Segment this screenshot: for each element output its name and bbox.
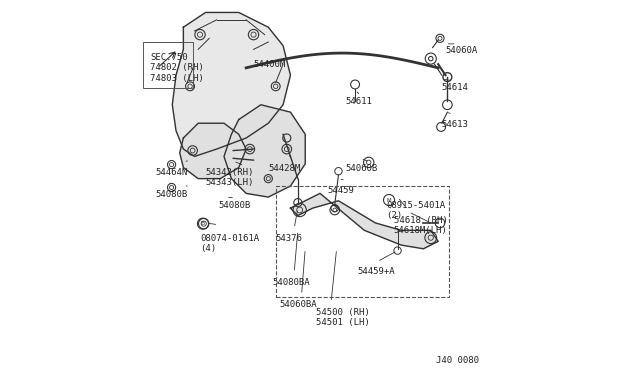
Text: 54376: 54376 [276,234,303,243]
Text: 08074-0161A
(4): 08074-0161A (4) [200,234,259,253]
Text: 54611: 54611 [346,97,372,106]
Polygon shape [291,193,438,249]
Text: 54500 (RH)
54501 (LH): 54500 (RH) 54501 (LH) [316,308,370,327]
Text: 54464N: 54464N [156,167,188,177]
Text: 54080B: 54080B [156,190,188,199]
Text: 54459: 54459 [328,186,355,195]
Text: SEC.750
74802 (RH)
74803 (LH): SEC.750 74802 (RH) 74803 (LH) [150,53,204,83]
Text: 54618 (RH)
54618M(LH): 54618 (RH) 54618M(LH) [394,215,447,235]
Text: 54613: 54613 [442,119,468,129]
Text: B: B [201,221,205,226]
Polygon shape [224,105,305,197]
Text: 54060BA: 54060BA [280,301,317,310]
Text: 54459+A: 54459+A [357,267,394,276]
Text: 54400M: 54400M [253,61,286,70]
Polygon shape [180,123,246,179]
Text: 54614: 54614 [442,83,468,92]
Text: 54080BA: 54080BA [272,278,310,287]
Text: 54428M: 54428M [268,164,301,173]
Text: 54080B: 54080B [218,201,251,210]
Text: 08915-5401A
(2): 08915-5401A (2) [387,201,445,220]
Text: J40 0080: J40 0080 [436,356,479,365]
Polygon shape [172,13,291,157]
Text: 54060B: 54060B [346,164,378,173]
Text: M: M [387,198,391,202]
Text: 54060A: 54060A [445,46,478,55]
Text: 54342(RH)
54343(LH): 54342(RH) 54343(LH) [205,167,254,187]
